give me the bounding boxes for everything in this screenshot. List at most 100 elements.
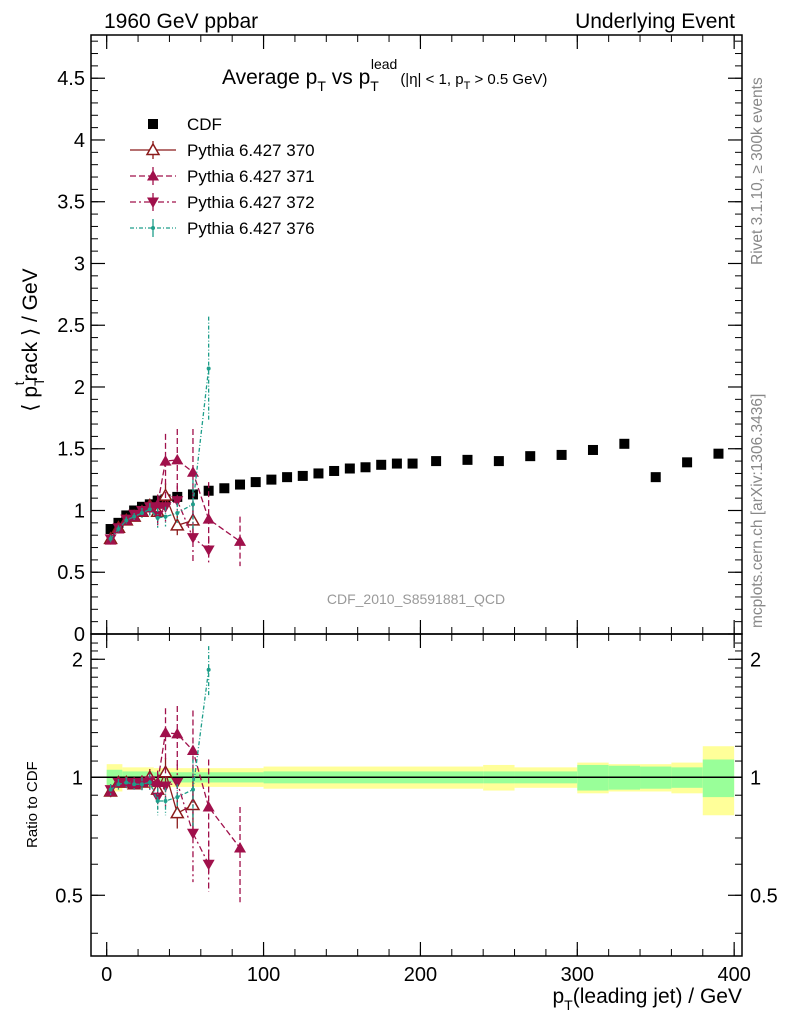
legend-label: CDF xyxy=(187,115,222,134)
main-p376-point xyxy=(155,515,160,520)
main-cdf-point xyxy=(587,444,598,455)
ratio-p371-line xyxy=(110,731,241,849)
main-p371-point xyxy=(159,455,172,466)
main-p376-point xyxy=(132,514,137,519)
legend: CDF Pythia 6.427 370 Pythia 6.427 371 Pythi… xyxy=(130,115,315,238)
ratio-band-inner xyxy=(702,759,735,798)
ratio-y-tick-label-right: 2 xyxy=(750,649,761,671)
legend-marker xyxy=(147,197,159,208)
main-y-tick-label: 3.5 xyxy=(57,192,85,214)
main-cdf-point xyxy=(313,468,324,479)
mcplots-label: mcplots.cern.ch [arXiv:1306.3436] xyxy=(749,394,766,628)
ratio-p372-point xyxy=(186,828,199,840)
x-tick-label: 300 xyxy=(561,964,594,986)
main-p376-point xyxy=(175,510,180,515)
ratio-p372-point xyxy=(159,781,172,793)
legend-label: Pythia 6.427 370 xyxy=(187,141,315,160)
ratio-p376-point xyxy=(132,782,137,787)
main-plot-area xyxy=(103,316,724,567)
header-left: 1960 GeV ppbar xyxy=(104,10,258,33)
main-p376-point xyxy=(206,366,211,371)
main-cdf-point xyxy=(266,474,277,485)
main-p376-point xyxy=(124,518,129,523)
main-cdf-point xyxy=(556,449,567,460)
main-cdf-point xyxy=(329,465,340,476)
ratio-y-tick-label: 1 xyxy=(72,767,83,789)
main-y-tick-label: 2.5 xyxy=(57,315,85,337)
ratio-p376-point xyxy=(139,782,144,787)
ratio-frame xyxy=(90,633,743,957)
main-y-tick-label: 2 xyxy=(74,377,85,399)
main-cdf-point xyxy=(525,451,536,462)
main-cdf-point xyxy=(431,456,442,467)
main-cdf-point xyxy=(203,485,214,496)
legend-marker xyxy=(151,226,155,230)
ratio-p376-point xyxy=(116,782,121,787)
ratio-p371-point xyxy=(202,800,215,812)
rivet-label: Rivet 3.1.10, ≥ 300k events xyxy=(749,77,766,265)
main-p372-point xyxy=(171,496,184,507)
ratio-p376-point xyxy=(190,787,195,792)
legend-marker xyxy=(147,170,159,181)
ratio-p376-point xyxy=(147,780,152,785)
ratio-y-tick-label-right: 1 xyxy=(750,767,761,789)
main-y-tick-label: 1 xyxy=(74,500,85,522)
main-cdf-point xyxy=(344,463,355,474)
main-cdf-point xyxy=(619,438,630,449)
ratio-y-tick-label: 0.5 xyxy=(55,885,83,907)
header-right: Underlying Event xyxy=(575,10,735,33)
main-p376-point xyxy=(147,507,152,512)
main-cdf-point xyxy=(407,458,418,469)
ratio-plot-area xyxy=(91,646,742,903)
main-p376-point xyxy=(108,536,113,541)
ratio-p371-point xyxy=(171,727,184,739)
main-cdf-point xyxy=(219,483,230,494)
ratio-axes: 0.5 0.5 1 1 2 2 0 100 200 300 400 xyxy=(55,634,778,986)
main-y-tick-label: 3 xyxy=(74,253,85,275)
x-tick-label: 0 xyxy=(101,964,112,986)
analysis-watermark: CDF_2010_S8591881_QCD xyxy=(327,591,505,607)
main-p370-point xyxy=(169,517,185,531)
ratio-p376-point xyxy=(155,798,160,803)
main-p371-point xyxy=(186,466,199,477)
main-p372-point xyxy=(202,545,215,557)
main-cdf-point xyxy=(682,457,693,468)
main-y-label: ⟨ pTtrack ⟩ / GeV xyxy=(11,268,47,411)
main-p371-point xyxy=(151,498,164,509)
ratio-p371-point xyxy=(234,842,247,853)
ratio-p376-point xyxy=(108,787,113,792)
main-y-tick-label: 1.5 xyxy=(57,439,85,461)
legend-label: Pythia 6.427 376 xyxy=(187,219,315,238)
legend-marker xyxy=(145,142,161,156)
main-p376-point xyxy=(139,510,144,515)
ratio-p376-point xyxy=(175,795,180,800)
main-p371-point xyxy=(171,453,184,465)
main-cdf-point xyxy=(493,456,504,467)
ratio-y-label: Ratio to CDF xyxy=(24,761,41,848)
legend-label: Pythia 6.427 372 xyxy=(187,193,315,212)
ratio-p371-point xyxy=(186,744,199,756)
main-cdf-point xyxy=(105,524,116,535)
main-cdf-point xyxy=(235,479,246,490)
main-y-axis: 0 0.5 1 1.5 2 2.5 3 3.5 4 4.5 xyxy=(57,35,742,646)
x-tick-label: 100 xyxy=(247,964,280,986)
main-cdf-point xyxy=(391,458,402,469)
main-y-tick-label: 4 xyxy=(74,130,85,152)
legend-label: Pythia 6.427 371 xyxy=(187,167,315,186)
main-cdf-point xyxy=(376,459,387,470)
ratio-p371-point xyxy=(159,726,172,738)
ratio-y-tick-label-right: 0.5 xyxy=(750,885,778,907)
ratio-p372-point xyxy=(171,777,184,789)
main-cdf-point xyxy=(650,472,661,483)
ratio-p371-point xyxy=(151,776,164,787)
main-y-tick-label: 0 xyxy=(74,624,85,646)
main-p372-point xyxy=(186,533,199,544)
ratio-p372-point xyxy=(202,859,215,871)
ratio-p376-line xyxy=(110,669,210,802)
main-p371-point xyxy=(202,513,215,524)
main-y-tick-label: 0.5 xyxy=(57,562,85,584)
ratio-p376-point xyxy=(124,780,129,785)
x-tick-label: 200 xyxy=(404,964,437,986)
x-axis-label: pT(leading jet) / GeV xyxy=(552,985,742,1013)
